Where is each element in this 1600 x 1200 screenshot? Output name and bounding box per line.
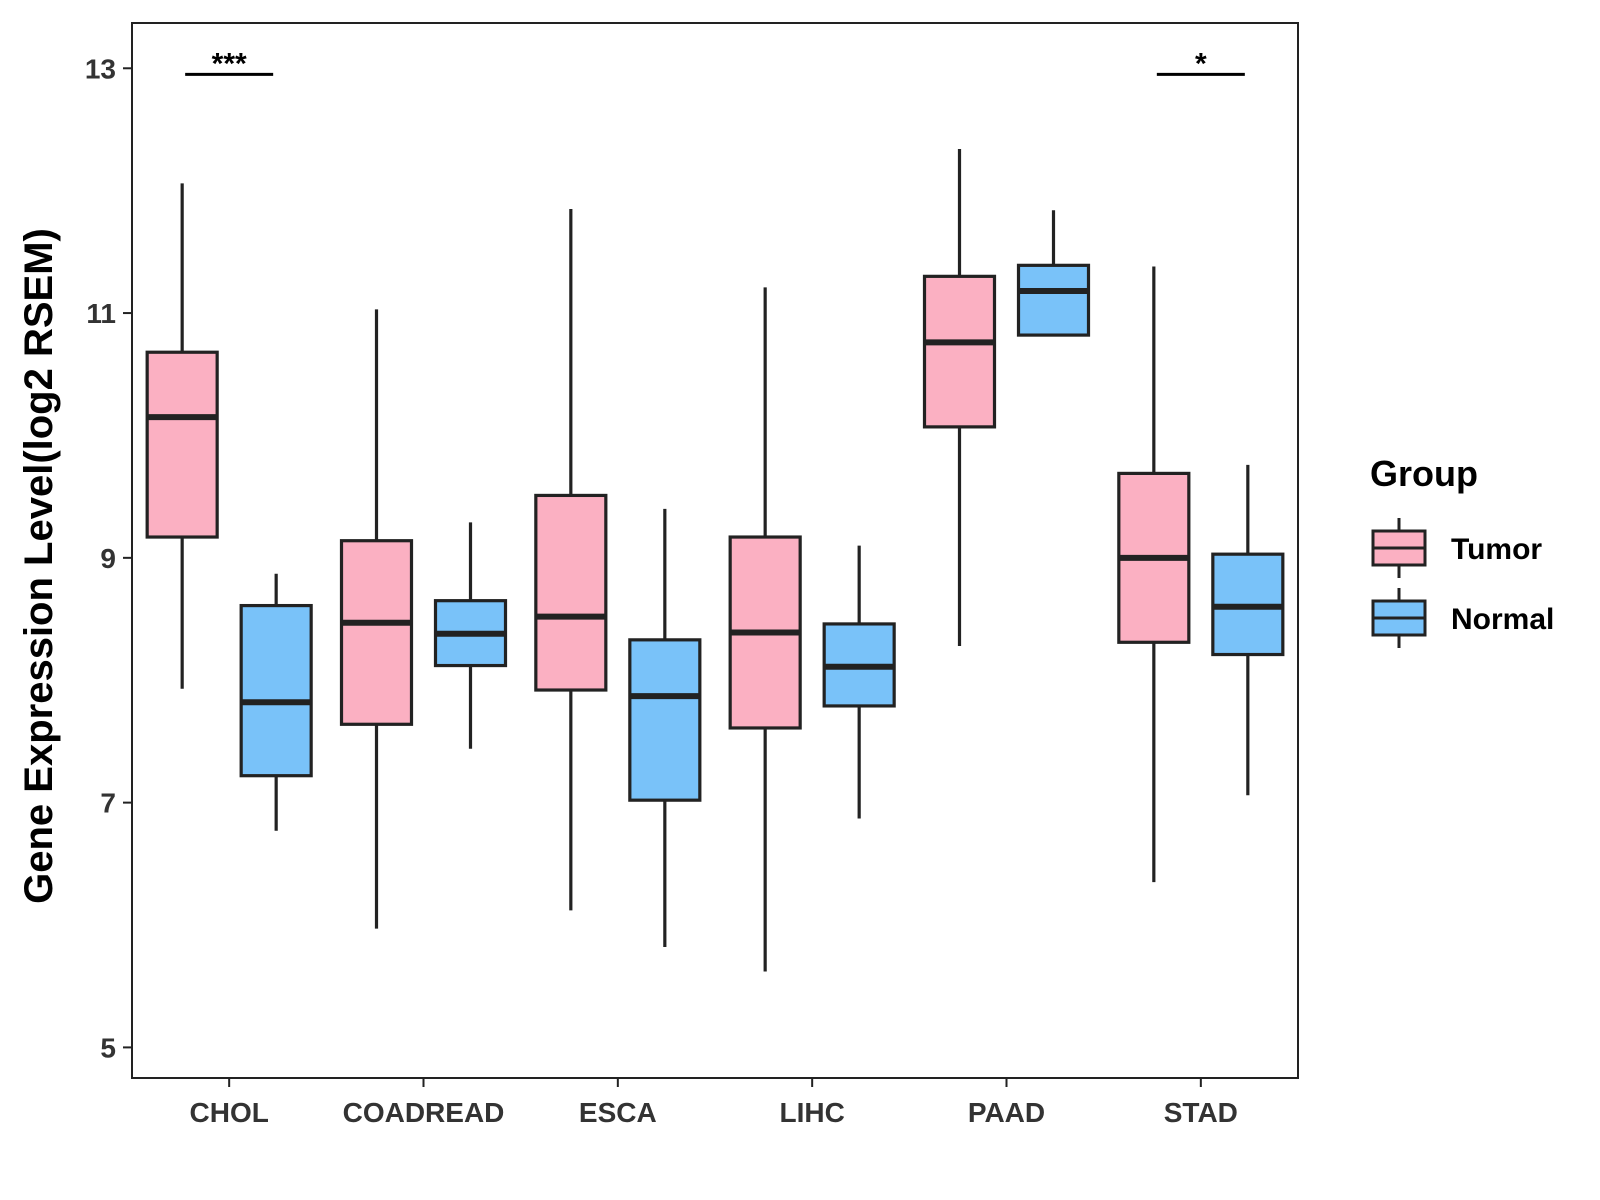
- legend: Group Tumor Normal: [1370, 453, 1554, 648]
- significance-label: *: [1195, 47, 1207, 80]
- legend-title: Group: [1370, 453, 1478, 494]
- box-body: [628, 638, 702, 802]
- y-axis-label: Gene Expression Level(log2 RSEM): [17, 228, 61, 904]
- x-tick-label: LIHC: [780, 1097, 845, 1128]
- x-tick-label: ESCA: [579, 1097, 657, 1128]
- box-body: [239, 603, 313, 778]
- y-tick-label: 5: [100, 1032, 116, 1063]
- box-normal-esca: [628, 508, 702, 948]
- box-normal-paad: [1016, 210, 1091, 337]
- legend-label: Normal: [1451, 603, 1554, 636]
- significance-label: ***: [212, 47, 247, 80]
- box-body: [534, 493, 608, 692]
- x-tick-label: COADREAD: [343, 1097, 505, 1128]
- box-body: [1016, 263, 1091, 337]
- x-tick-label: CHOL: [190, 1097, 269, 1128]
- box-tumor-esca: [534, 209, 608, 911]
- box-tumor-paad: [922, 149, 997, 646]
- box-tumor-chol: [145, 183, 219, 689]
- legend-label: Tumor: [1451, 533, 1542, 566]
- box-tumor-stad: [1117, 266, 1191, 883]
- box-tumor-lihc: [728, 287, 802, 972]
- legend-items: Tumor Normal: [1371, 518, 1554, 648]
- x-tick-label: PAAD: [968, 1097, 1045, 1128]
- panel-border: [131, 22, 1299, 1079]
- box-body: [339, 539, 414, 726]
- box-body: [922, 274, 997, 429]
- x-tick-label: STAD: [1164, 1097, 1238, 1128]
- legend-item-tumor: Tumor: [1371, 518, 1542, 578]
- box-normal-lihc: [822, 545, 896, 819]
- legend-item-normal: Normal: [1371, 588, 1554, 648]
- box-normal-coadread: [433, 522, 508, 749]
- y-tick-label: 11: [86, 298, 116, 329]
- y-tick-label: 13: [85, 53, 116, 84]
- box-body: [145, 350, 219, 539]
- box-normal-stad: [1211, 464, 1285, 796]
- box-normal-chol: [239, 573, 313, 831]
- box-tumor-coadread: [339, 309, 414, 929]
- y-tick-label: 9: [100, 543, 116, 574]
- y-tick-label: 7: [100, 788, 116, 819]
